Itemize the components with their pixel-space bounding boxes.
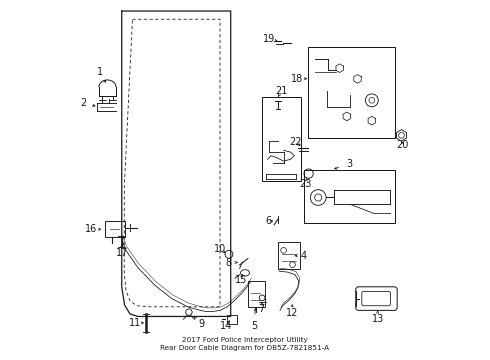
Text: 9: 9	[198, 319, 204, 329]
Text: 11: 11	[129, 318, 141, 328]
Bar	[304, 170, 395, 223]
Bar	[227, 315, 237, 324]
Text: 16: 16	[85, 224, 97, 234]
Text: 5: 5	[251, 321, 257, 332]
Bar	[278, 242, 300, 269]
Text: 12: 12	[286, 308, 298, 318]
Text: 1: 1	[97, 67, 103, 77]
Text: 8: 8	[226, 258, 232, 268]
Text: 3: 3	[346, 158, 352, 168]
Text: 22: 22	[290, 137, 302, 147]
Text: 4: 4	[301, 251, 307, 261]
Bar	[308, 47, 395, 138]
Text: 6: 6	[266, 216, 271, 226]
Text: 10: 10	[214, 244, 226, 254]
Text: 15: 15	[235, 275, 247, 285]
Text: 23: 23	[299, 179, 312, 189]
Text: 18: 18	[292, 74, 304, 84]
Bar	[262, 97, 301, 181]
Text: 2: 2	[80, 98, 87, 108]
Text: 14: 14	[220, 321, 232, 331]
Bar	[248, 281, 265, 307]
Text: 21: 21	[275, 86, 288, 96]
Text: 13: 13	[372, 314, 384, 324]
Text: 2017 Ford Police Interceptor Utility
Rear Door Cable Diagram for DB5Z-7821851-A: 2017 Ford Police Interceptor Utility Rea…	[160, 337, 330, 351]
Text: 7: 7	[258, 304, 264, 314]
Text: 19: 19	[263, 34, 275, 44]
Text: 20: 20	[396, 140, 408, 150]
Bar	[105, 221, 124, 237]
Text: 17: 17	[116, 248, 128, 258]
